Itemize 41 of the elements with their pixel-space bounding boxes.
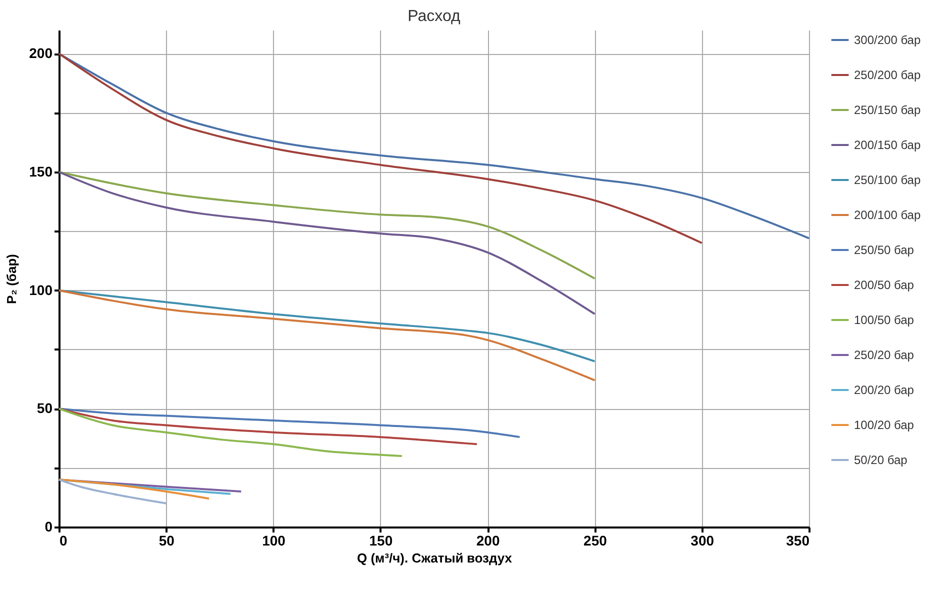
x-tick-label: 250 [584,532,608,548]
legend-label: 200/100 бар [854,208,921,222]
legend-label: 200/150 бар [854,138,921,152]
line-series [58,52,703,244]
legend-label: 50/20 бар [854,453,908,467]
x-tick-label: 50 [158,532,175,548]
line-series [58,52,810,240]
x-tick-label: 0 [60,532,68,548]
x-tick-label: 200 [476,532,500,548]
legend-label: 200/50 бар [854,278,914,292]
y-tick-label: 100 [29,282,53,298]
y-tick-label: 50 [36,400,53,416]
legend-label: 250/200 бар [854,68,921,82]
line-series [58,171,596,315]
x-tick-label: 350 [786,532,810,548]
x-tick-label: 300 [690,532,714,548]
line-series [58,408,478,446]
line-series [58,408,403,457]
legend-label: 250/150 бар [854,103,921,117]
line-series [58,171,596,280]
line-series [58,289,596,382]
y-tick-label: 150 [29,164,53,180]
legend-label: 250/20 бар [854,348,914,362]
line-series [58,289,596,362]
line-series [58,478,210,500]
line-series [58,478,242,492]
chart-title: Расход [408,8,462,25]
y-tick-label: 200 [29,45,53,62]
legend-label: 200/20 бар [854,383,914,397]
line-series [58,478,168,504]
x-tick-label: 100 [262,532,286,548]
line-series [58,408,521,438]
y-axis-title: P₂ (бар) [4,254,20,304]
legend-label: 250/50 бар [854,243,914,257]
legend-label: 300/200 бар [854,33,921,47]
y-tick-label: 0 [44,518,53,534]
legend-label: 250/100 бар [854,173,921,187]
x-tick-label: 150 [369,532,393,548]
x-axis-title: Q (м³/ч). Сжатый воздух [356,550,513,566]
legend-label: 100/20 бар [854,418,914,432]
legend-label: 100/50 бар [854,313,914,327]
